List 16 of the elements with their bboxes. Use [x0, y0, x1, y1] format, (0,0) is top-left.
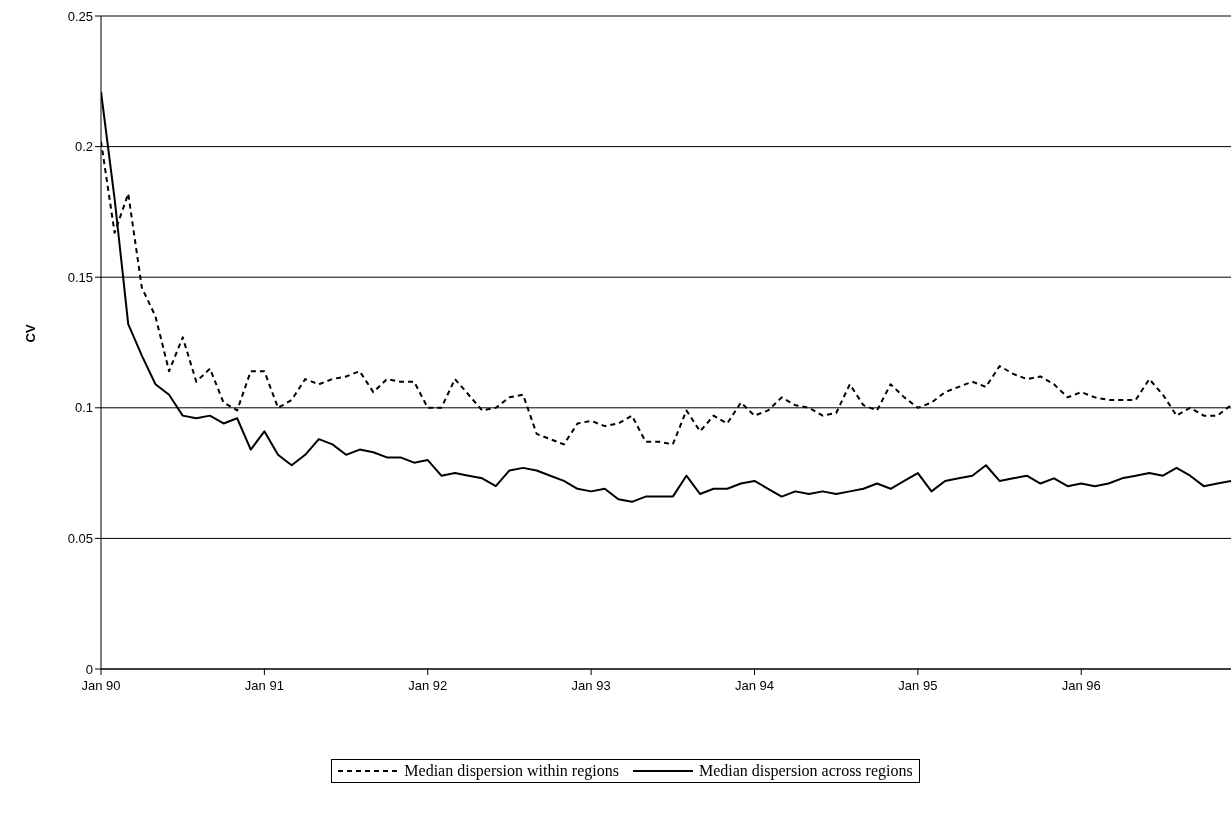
legend-label: Median dispersion across regions [698, 762, 913, 780]
y-tick-label: 0.15 [67, 269, 93, 285]
legend-label: Median dispersion within regions [404, 762, 619, 780]
y-tick-label: 0.1 [74, 400, 93, 416]
y-tick-label: 0.2 [74, 139, 93, 155]
y-tick-label: 0.25 [67, 8, 93, 24]
y-axis-title: CV [22, 324, 38, 343]
y-tick-label: 0 [85, 661, 93, 677]
x-tick-label: Jan 91 [244, 678, 284, 694]
x-tick-label: Jan 90 [81, 678, 121, 694]
x-tick-label: Jan 94 [734, 678, 775, 694]
x-tick-label: Jan 95 [898, 678, 938, 694]
x-tick-label: Jan 96 [1061, 678, 1101, 694]
x-tick-label: Jan 92 [408, 678, 448, 694]
x-tick-label: Jan 93 [571, 678, 611, 694]
y-tick-label: 0.05 [67, 531, 93, 547]
